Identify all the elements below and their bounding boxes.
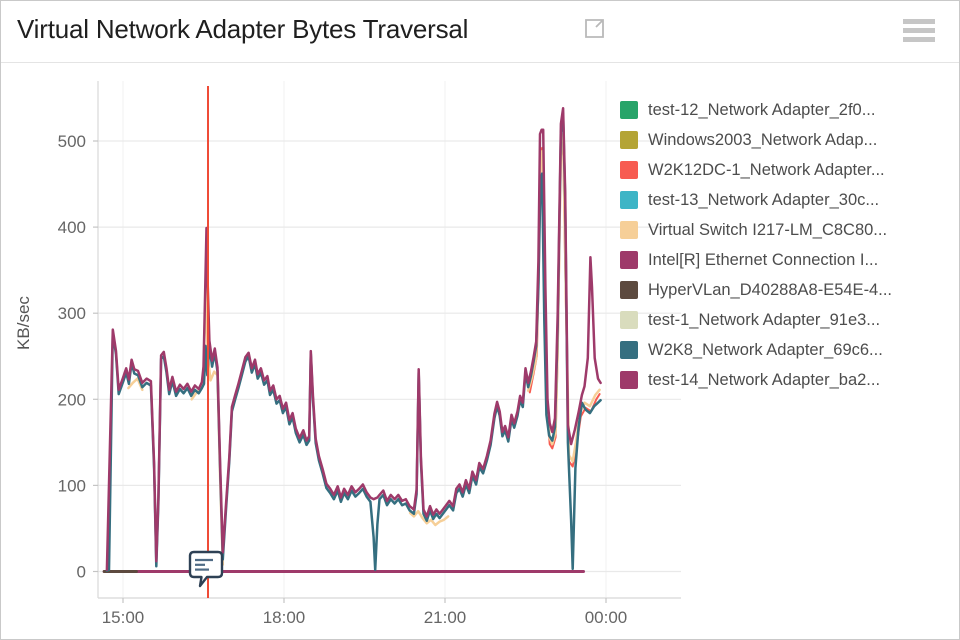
legend-item-label: test-1_Network Adapter_91e3... — [648, 310, 881, 329]
x-tick-label: 15:00 — [102, 608, 145, 627]
y-axis-title: KB/sec — [14, 296, 33, 350]
hamburger-menu-icon[interactable] — [903, 19, 935, 42]
y-tick-label: 0 — [77, 563, 86, 582]
legend-swatch-icon — [620, 221, 638, 239]
y-tick-label: 300 — [58, 304, 86, 323]
legend-swatch-icon — [620, 101, 638, 119]
x-tick-label: 18:00 — [263, 608, 306, 627]
comment-tooltip-icon[interactable] — [188, 550, 224, 588]
legend-item[interactable]: Intel[R] Ethernet Connection I... — [620, 245, 892, 275]
legend-item-label: Virtual Switch I217-LM_C8C80... — [648, 220, 888, 239]
series-lines — [102, 107, 602, 573]
x-tick-label: 00:00 — [585, 608, 628, 627]
tick-labels: 0 100 200 300 400 500 15:00 18:00 21:00 00:00 — [58, 132, 628, 627]
axes — [93, 81, 681, 603]
legend: test-12_Network Adapter_2f0... Windows200… — [620, 95, 892, 395]
legend-swatch-icon — [620, 311, 638, 329]
legend-item-label: W2K8_Network Adapter_69c6... — [648, 340, 883, 359]
legend-swatch-icon — [620, 251, 638, 269]
legend-item-label: test-13_Network Adapter_30c... — [648, 190, 880, 209]
external-link-icon[interactable] — [583, 17, 605, 39]
legend-item-label: W2K12DC-1_Network Adapter... — [648, 160, 885, 179]
legend-item-label: test-14_Network Adapter_ba2... — [648, 370, 881, 389]
legend-item-label: HyperVLan_D40288A8-E54E-4... — [648, 280, 892, 299]
legend-swatch-icon — [620, 131, 638, 149]
legend-swatch-icon — [620, 161, 638, 179]
legend-item[interactable]: W2K8_Network Adapter_69c6... — [620, 335, 892, 365]
page-title: Virtual Network Adapter Bytes Traversal — [17, 14, 469, 44]
legend-item-label: Windows2003_Network Adap... — [648, 130, 878, 149]
legend-item[interactable]: test-13_Network Adapter_30c... — [620, 185, 892, 215]
y-tick-label: 100 — [58, 476, 86, 495]
legend-swatch-icon — [620, 191, 638, 209]
legend-swatch-icon — [620, 341, 638, 359]
legend-swatch-icon — [620, 371, 638, 389]
legend-swatch-icon — [620, 281, 638, 299]
legend-item-label: test-12_Network Adapter_2f0... — [648, 100, 876, 119]
legend-item[interactable]: W2K12DC-1_Network Adapter... — [620, 155, 892, 185]
legend-item[interactable]: test-1_Network Adapter_91e3... — [620, 305, 892, 335]
y-tick-label: 500 — [58, 132, 86, 151]
series-line-W2K8[interactable] — [105, 112, 602, 572]
vertical-gridlines — [122, 81, 607, 598]
legend-item[interactable]: Windows2003_Network Adap... — [620, 125, 892, 155]
legend-item[interactable]: test-14_Network Adapter_ba2... — [620, 365, 892, 395]
legend-item[interactable]: test-12_Network Adapter_2f0... — [620, 95, 892, 125]
legend-item-label: Intel[R] Ethernet Connection I... — [648, 250, 879, 269]
widget-header: Virtual Network Adapter Bytes Traversal — [1, 1, 959, 63]
legend-item[interactable]: HyperVLan_D40288A8-E54E-4... — [620, 275, 892, 305]
series-line-test-14[interactable] — [105, 107, 602, 572]
x-tick-label: 21:00 — [424, 608, 467, 627]
y-tick-label: 400 — [58, 218, 86, 237]
legend-item[interactable]: Virtual Switch I217-LM_C8C80... — [620, 215, 892, 245]
series-line-VirtualSwitch[interactable] — [408, 509, 450, 527]
y-tick-label: 200 — [58, 390, 86, 409]
